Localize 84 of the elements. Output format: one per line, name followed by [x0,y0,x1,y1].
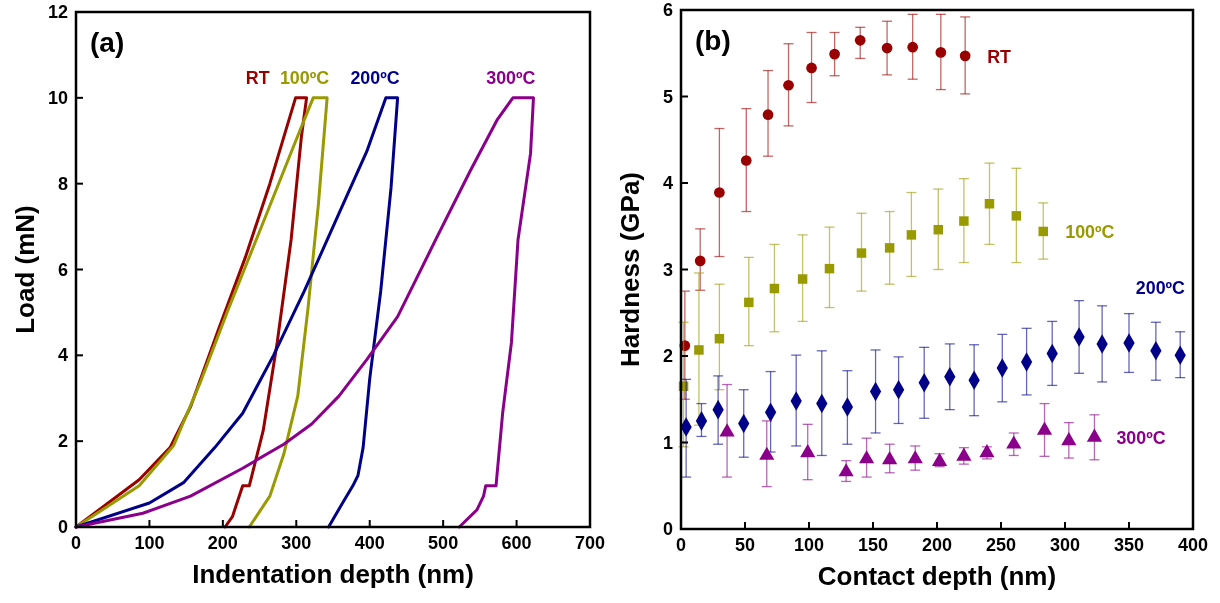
point [882,451,898,465]
point [1086,428,1103,442]
x-tick-label: 200 [207,533,238,553]
x-tick-label: 350 [1113,535,1145,555]
point [854,34,866,46]
series-label: RT [987,46,1012,67]
x-tick-label: 100 [793,535,825,555]
series-label: 100ºC [279,67,330,88]
point [906,230,917,240]
y-tick-label: 12 [47,2,68,22]
x-axis-title: Indentation depth (nm) [192,559,474,589]
point [859,450,875,464]
point [800,444,816,458]
point [759,446,775,460]
x-tick-label: 150 [857,535,889,555]
point [762,109,774,121]
y-tick-label: 3 [662,259,673,280]
x-tick-label: 100 [134,533,165,553]
annotation: (b) [695,25,731,56]
x-tick-label: 600 [501,533,532,553]
x-tick-label: 700 [574,533,606,553]
x-tick-label: 400 [1177,535,1209,555]
y-tick-label: 5 [662,86,673,107]
point [907,450,923,464]
text: 200ºC [1135,277,1186,298]
point [744,297,754,308]
point [740,155,752,166]
point [806,62,817,74]
x-tick-label: 400 [354,533,385,553]
y-tick-label: 10 [47,87,68,108]
point [1006,435,1022,449]
x-tick-label: 0 [70,533,82,553]
x-tick-label: 200 [921,535,953,555]
point [829,48,840,60]
y-tick-label: 1 [662,432,673,453]
point [1038,226,1048,237]
point [935,47,947,58]
point [838,463,854,477]
point [907,41,919,53]
point [856,248,867,258]
y-tick-label: 2 [57,431,68,452]
y-tick-label: 0 [662,519,673,539]
x-tick-label: 500 [428,533,459,553]
point [959,50,971,62]
y-tick-label: 6 [57,259,68,280]
annotation: (a) [90,27,125,58]
point [694,255,706,267]
point [824,263,835,274]
y-axis-title: Load (mN) [10,205,40,334]
y-tick-label: 6 [662,0,673,20]
y-tick-label: 8 [57,173,68,194]
y-tick-label: 4 [662,173,673,193]
series-label: 300ºC [1116,428,1166,449]
point [959,216,969,226]
x-tick-label: 300 [1049,535,1081,555]
point [783,79,794,91]
point [933,224,944,235]
series-label: RT [245,67,270,88]
point [1036,421,1053,435]
series-label: 100ºC [1065,222,1115,243]
point [881,42,893,54]
y-tick-label: 4 [57,345,68,366]
point [719,423,735,437]
point [797,274,808,284]
point [694,345,704,355]
y-tick-label: 0 [57,517,68,537]
line-series [74,96,535,529]
point [1061,432,1077,446]
x-tick-label: 0 [675,535,687,555]
point [714,333,725,344]
y-axis-title: Hardness (GPa) [615,171,645,368]
y-tick-label: 2 [662,346,673,366]
series-label: 200ºC [350,67,400,88]
x-axis-title: Contact depth (nm) [817,561,1057,591]
x-tick-label: 250 [985,535,1017,555]
point [769,283,780,294]
x-tick-label: 300 [281,533,312,553]
point [956,447,972,461]
point [714,187,725,198]
point [984,199,995,209]
series-label: 300ºC [486,67,536,88]
x-tick-label: 50 [734,535,756,555]
point [1011,211,1022,221]
point [884,243,895,253]
